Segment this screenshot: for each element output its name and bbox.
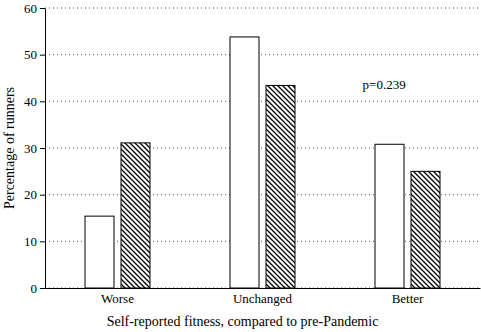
y-tick-label: 50	[24, 47, 37, 62]
bars	[85, 37, 440, 288]
y-tick: 0	[31, 281, 46, 296]
y-tick-label: 20	[24, 187, 37, 202]
bar	[121, 143, 150, 288]
y-tick: 20	[24, 187, 45, 202]
y-tick-label: 60	[24, 1, 37, 16]
y-axis-line	[45, 9, 46, 289]
x-tick-label: Worse	[101, 291, 134, 306]
x-tick: Unchanged	[233, 288, 293, 306]
y-tick-mark	[40, 8, 45, 9]
x-tick: Worse	[101, 288, 134, 306]
x-tick: Better	[392, 288, 424, 306]
grid-line	[45, 101, 480, 102]
y-tick-mark	[40, 148, 45, 149]
y-tick: 30	[24, 141, 45, 156]
y-tick: 10	[24, 234, 45, 249]
y-axis-title: Percentage of runners	[2, 87, 17, 209]
chart-container: 0 10 20 30 40 50 60 Worse Unchanged Better Self-re…	[0, 0, 481, 332]
x-axis: Worse Unchanged Better	[46, 288, 481, 306]
bar	[85, 216, 114, 288]
bar	[375, 144, 404, 288]
y-tick: 40	[24, 94, 45, 109]
grid	[45, 8, 480, 288]
y-tick-mark	[40, 241, 45, 242]
x-axis-line	[46, 288, 481, 289]
x-tick-label: Unchanged	[233, 291, 293, 306]
grid-line	[45, 54, 480, 55]
y-axis: 0 10 20 30 40 50 60	[24, 1, 46, 296]
x-tick-label: Better	[392, 291, 424, 306]
y-tick-label: 40	[24, 94, 37, 109]
y-tick-label: 10	[24, 234, 37, 249]
y-tick-label: 0	[31, 281, 38, 296]
y-tick: 50	[24, 47, 45, 62]
plot: 0 10 20 30 40 50 60 Worse Unchanged Better	[24, 1, 481, 307]
x-axis-title: Self-reported fitness, compared to pre-P…	[107, 314, 379, 329]
y-tick: 60	[24, 1, 45, 16]
y-tick-mark	[40, 55, 45, 56]
y-tick-mark	[40, 195, 45, 196]
y-tick-mark	[40, 101, 45, 102]
y-tick-mark	[40, 288, 45, 289]
annotation: p=0.239	[363, 77, 406, 92]
bar	[230, 37, 259, 288]
y-tick-label: 30	[24, 141, 37, 156]
grid-line	[45, 8, 480, 9]
grid-line	[45, 148, 480, 149]
bar	[266, 85, 295, 288]
chart: 0 10 20 30 40 50 60 Worse Unchanged Better Self-re…	[0, 0, 481, 332]
bar	[411, 171, 440, 288]
